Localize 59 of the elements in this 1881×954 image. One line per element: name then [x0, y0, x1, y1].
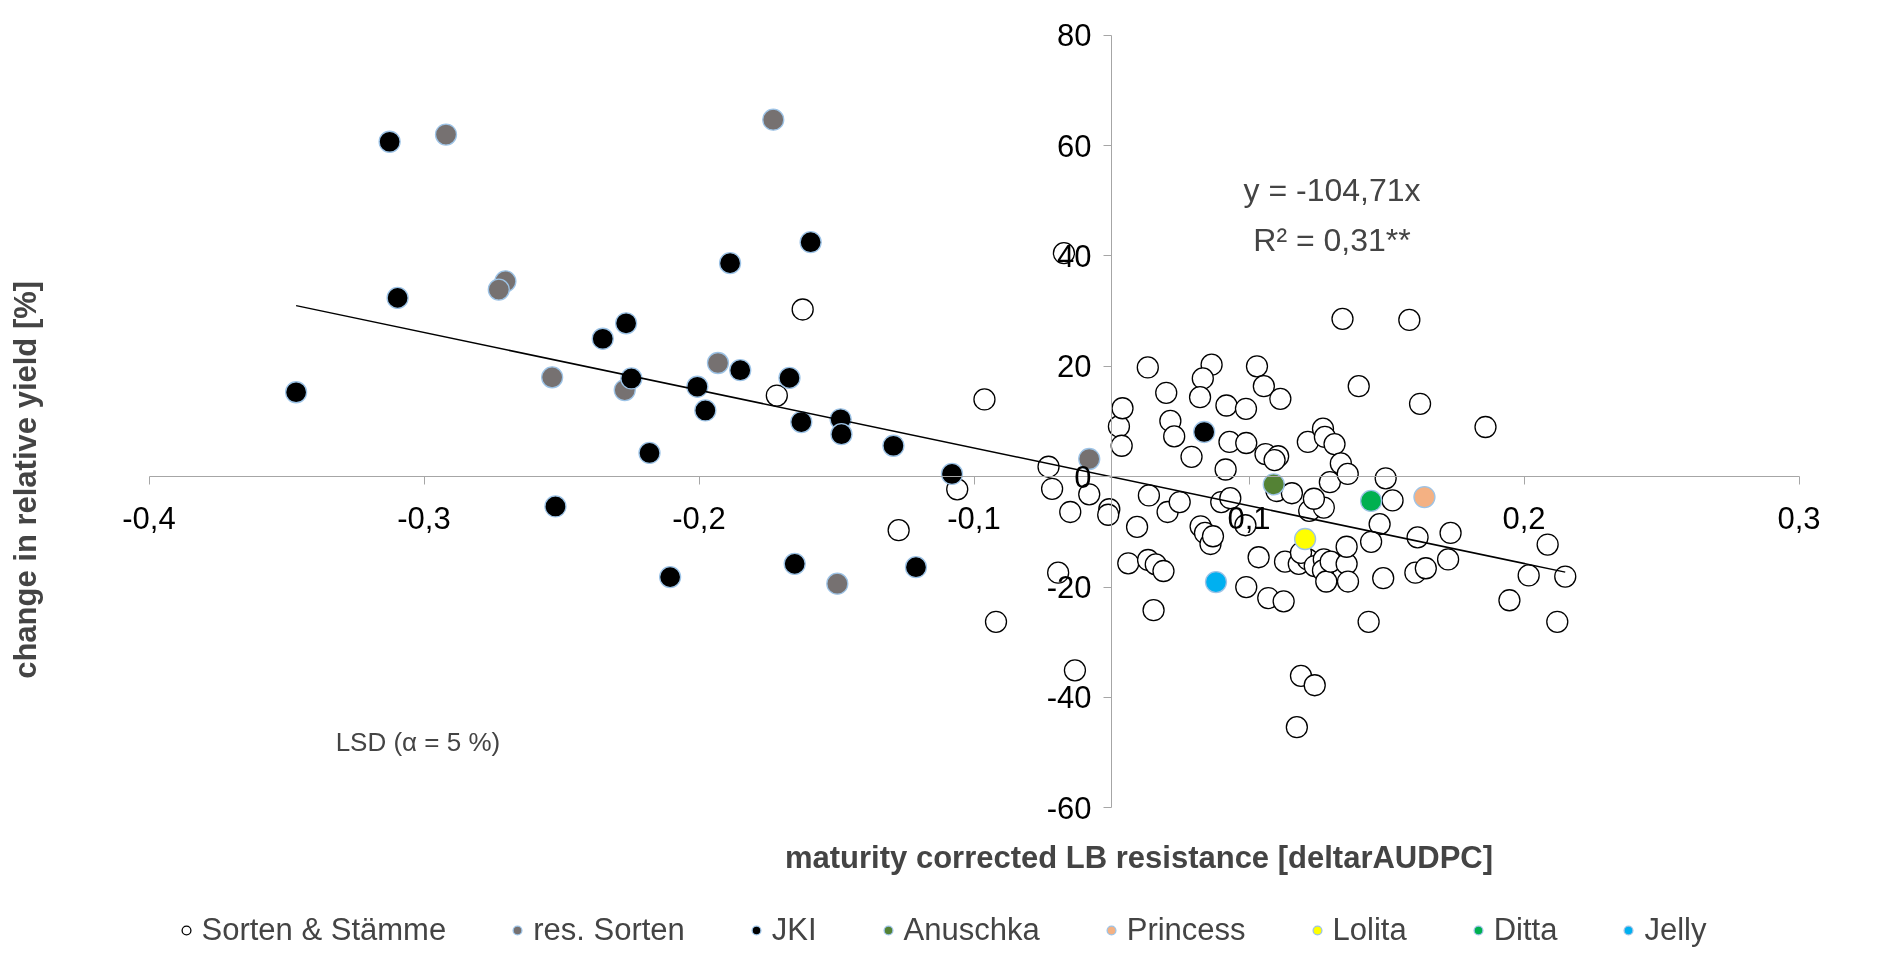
point	[686, 375, 709, 398]
point	[718, 252, 742, 275]
point	[706, 351, 730, 375]
point	[541, 366, 564, 389]
y-tick-label: 80	[1057, 18, 1092, 54]
point	[778, 366, 801, 390]
point	[1193, 420, 1216, 444]
point	[614, 312, 638, 335]
legend-label: Princess	[1126, 912, 1246, 948]
point	[544, 495, 567, 518]
y-tick-label: 60	[1057, 128, 1092, 164]
point	[591, 327, 614, 350]
legend-label: Jelly	[1644, 912, 1707, 948]
point	[284, 381, 308, 404]
point	[1413, 485, 1436, 509]
y-tick-label: -40	[1046, 680, 1092, 716]
point	[386, 286, 409, 310]
point	[790, 410, 813, 434]
point	[434, 123, 458, 146]
annotation: y = -104,71x	[1243, 171, 1421, 208]
point	[694, 399, 717, 422]
annotation: R² = 0,31**	[1253, 221, 1411, 258]
point	[940, 462, 964, 486]
legend-label: Anuschka	[903, 912, 1040, 948]
x-tick-label: 0,1	[1227, 500, 1271, 536]
x-tick-label: -0,1	[947, 500, 1001, 536]
legend-label: JKI	[771, 912, 817, 948]
x-tick-label: -0,3	[397, 500, 451, 536]
x-tick-label: -0,4	[122, 500, 176, 536]
point	[487, 278, 510, 301]
y-tick-label: -60	[1046, 790, 1092, 826]
annotation: LSD (α = 5 %)	[335, 727, 501, 758]
point	[830, 423, 853, 446]
point	[638, 441, 661, 465]
point	[762, 108, 785, 131]
y-tick-label: 20	[1057, 349, 1092, 385]
point	[799, 231, 822, 254]
point	[620, 367, 643, 390]
point	[783, 552, 806, 575]
point	[882, 434, 905, 457]
point	[826, 572, 849, 595]
x-tick-label: 0,3	[1777, 500, 1821, 536]
point	[658, 565, 682, 589]
x-axis-title: maturity corrected LB resistance [deltarAUDPC]	[784, 840, 1494, 876]
y-tick-label: -20	[1046, 570, 1092, 606]
point	[1204, 570, 1228, 594]
point	[1262, 473, 1285, 496]
y-axis-title: change in relative yield [%]	[7, 280, 43, 679]
point	[729, 359, 752, 382]
legend-label: Lolita	[1332, 912, 1407, 948]
legend-label: Ditta	[1493, 912, 1558, 948]
legend-label: Sorten & Stämme	[201, 912, 447, 948]
x-tick-label: -0,2	[672, 500, 726, 536]
x-tick-label: 0,2	[1502, 500, 1546, 536]
point	[904, 556, 928, 579]
legend-label: res. Sorten	[533, 912, 685, 948]
point	[378, 130, 401, 153]
point	[1293, 527, 1317, 551]
point	[1359, 489, 1383, 513]
